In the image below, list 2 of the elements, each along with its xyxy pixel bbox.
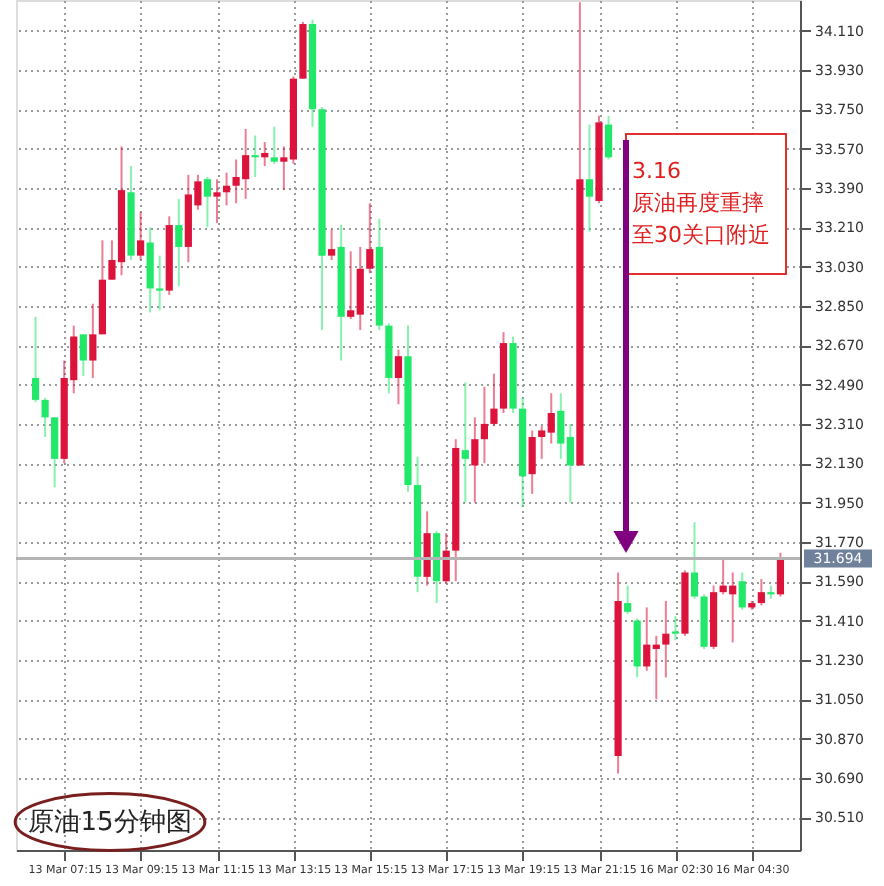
annotation: 原油15分钟图 <box>28 808 192 838</box>
annotation: 3.16 原油再度重摔至30关口附近 <box>632 158 770 248</box>
